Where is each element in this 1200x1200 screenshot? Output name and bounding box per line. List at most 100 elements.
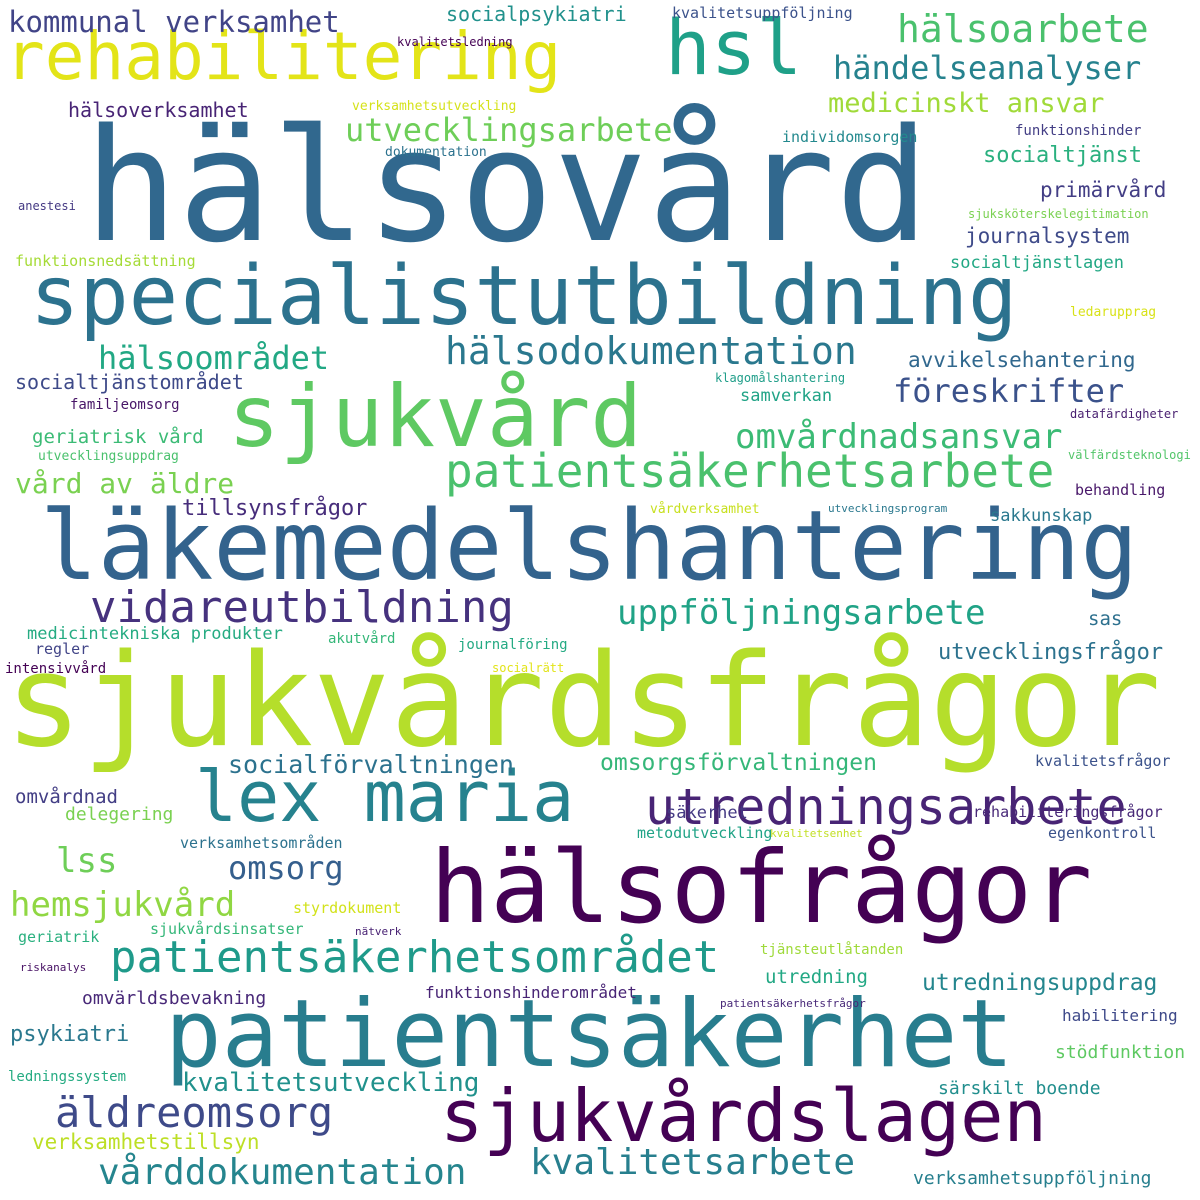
cloud-word: hälsovård (84, 95, 930, 277)
cloud-word: intensivvård (5, 661, 107, 677)
cloud-word: akutvård (328, 631, 396, 647)
cloud-word: funktionshinder (1015, 123, 1142, 139)
cloud-word: individomsorgen (782, 128, 918, 146)
cloud-word: utredningsarbete (645, 778, 1127, 836)
cloud-word: hälsoarbete (897, 7, 1149, 51)
cloud-word: medicintekniska produkter (27, 624, 283, 644)
cloud-word: socialtjänstlagen (950, 253, 1124, 273)
cloud-word: sjukvård (228, 367, 643, 467)
cloud-word: hsl (665, 3, 803, 92)
cloud-word: sas (1088, 608, 1123, 630)
cloud-word: metodutveckling (637, 824, 773, 842)
cloud-word: delegering (65, 804, 174, 825)
cloud-word: medicinskt ansvar (828, 88, 1105, 119)
cloud-word: sjukvårdsinsatser (150, 920, 304, 938)
cloud-word: omsorgsförvaltningen (600, 750, 877, 776)
cloud-word: välfärdsteknologi (1068, 448, 1191, 462)
cloud-word: avvikelsehantering (908, 348, 1136, 372)
cloud-word: stödfunktion (1055, 1042, 1186, 1063)
cloud-word: föreskrifter (893, 372, 1125, 410)
cloud-word: regler (35, 640, 90, 658)
cloud-word: vårdverksamhet (650, 502, 760, 517)
cloud-word: utredning (765, 966, 868, 988)
cloud-word: hälsoverksamhet (68, 98, 249, 122)
cloud-word: hälsofrågor (430, 829, 1093, 946)
cloud-word: äldreomsorg (55, 1088, 334, 1137)
cloud-word: kvalitetsuppföljning (672, 4, 853, 22)
cloud-word: socialtjänstområdet (15, 370, 244, 394)
cloud-word: uppföljningsarbete (617, 593, 986, 633)
cloud-word: kvalitetsfrågor (1035, 752, 1171, 770)
cloud-word: specialistutbildning (30, 249, 1018, 344)
cloud-word: lss (56, 841, 118, 881)
cloud-word: kvalitetsutveckling (182, 1068, 480, 1098)
cloud-word: ledningssystem (8, 1069, 127, 1085)
cloud-word: kvalitetsledning (397, 35, 513, 49)
cloud-word: rehabiliteringsfrågor (973, 803, 1163, 821)
cloud-word: ledarupprag (1070, 305, 1157, 320)
cloud-word: kommunal verksamhet (8, 5, 340, 39)
cloud-word: utvecklingsarbete (345, 111, 673, 149)
cloud-word: klagomålshantering (715, 371, 846, 385)
cloud-word: geriatrik (18, 928, 100, 946)
cloud-word: anestesi (18, 199, 76, 213)
cloud-word: säkerhet (666, 803, 748, 823)
cloud-word: omsorg (228, 849, 344, 887)
cloud-word: kvalitetsenhet (770, 827, 863, 840)
cloud-word: tillsynsfrågor (182, 496, 368, 521)
cloud-word: egenkontroll (1048, 824, 1157, 842)
cloud-word: journalföring (458, 637, 568, 653)
cloud-word: patientsäkerhetsfrågor (720, 997, 866, 1010)
cloud-word: samverkan (740, 386, 833, 406)
cloud-word: socialförvaltningen (228, 750, 514, 779)
cloud-word: vidareutbildning (90, 582, 514, 633)
cloud-word: funktionshinderområdet (425, 983, 637, 1002)
cloud-word: verksamhetsuppföljning (913, 1168, 1152, 1189)
cloud-word: hälsodokumentation (445, 329, 857, 373)
cloud-word: socialrätt (492, 661, 565, 675)
cloud-word: utvecklingsfrågor (938, 640, 1164, 665)
cloud-word: verksamhetstillsyn (32, 1130, 260, 1154)
cloud-word: sjuksköterskelegitimation (968, 207, 1149, 221)
cloud-word: patientsäkerhetsarbete (445, 444, 1055, 498)
cloud-word: kvalitetsarbete (530, 1142, 856, 1183)
cloud-word: primärvård (1040, 178, 1167, 202)
cloud-word: styrdokument (293, 899, 402, 917)
cloud-word: sjukvårdsfrågor (5, 627, 1161, 776)
cloud-word: utvecklingsprogram (828, 502, 948, 515)
cloud-word: läkemedelshantering (40, 490, 1139, 602)
cloud-word: utvecklingsuppdrag (38, 449, 179, 464)
cloud-word: tjänsteutlåtanden (760, 942, 904, 958)
cloud-word: händelseanalyser (833, 49, 1142, 87)
cloud-word: rehabilitering (5, 18, 562, 95)
cloud-word: lex maria (195, 756, 575, 838)
cloud-word: hälsoområdet (98, 339, 330, 377)
cloud-word: vårddokumentation (98, 1152, 467, 1193)
cloud-word: socialpsykiatri (446, 2, 627, 26)
cloud-word: datafärdigheter (1070, 407, 1179, 421)
cloud-word: funktionsnedsättning (15, 252, 196, 270)
cloud-word: behandling (1075, 481, 1166, 499)
cloud-word: geriatrisk vård (32, 426, 204, 448)
cloud-word: patientsäkerhet (165, 980, 1014, 1089)
cloud-word: omvårdnadsansvar (735, 417, 1063, 457)
cloud-word: familjeomsorg (70, 397, 180, 413)
cloud-word: nätverk (355, 925, 402, 938)
cloud-word: verksamhetsutveckling (352, 99, 517, 114)
cloud-word: psykiatri (10, 1022, 130, 1047)
cloud-word: vård av äldre (15, 467, 235, 500)
cloud-word: dokumentation (385, 145, 487, 160)
cloud-word: hemsjukvård (10, 885, 236, 925)
cloud-word: särskilt boende (938, 1078, 1101, 1099)
cloud-word: socialtjänst (983, 143, 1142, 168)
cloud-word: omvårdnad (15, 786, 118, 808)
cloud-word: omvärldsbevakning (82, 988, 267, 1009)
cloud-word: patientsäkerhetsområdet (110, 932, 720, 983)
cloud-word: habilitering (1062, 1006, 1178, 1025)
cloud-word: riskanalys (20, 961, 87, 974)
cloud-word: verksamhetsområden (180, 834, 343, 852)
cloud-word: sakkunskap (990, 506, 1093, 526)
cloud-word: sjukvårdslagen (440, 1074, 1047, 1158)
cloud-word: journalsystem (965, 224, 1130, 248)
